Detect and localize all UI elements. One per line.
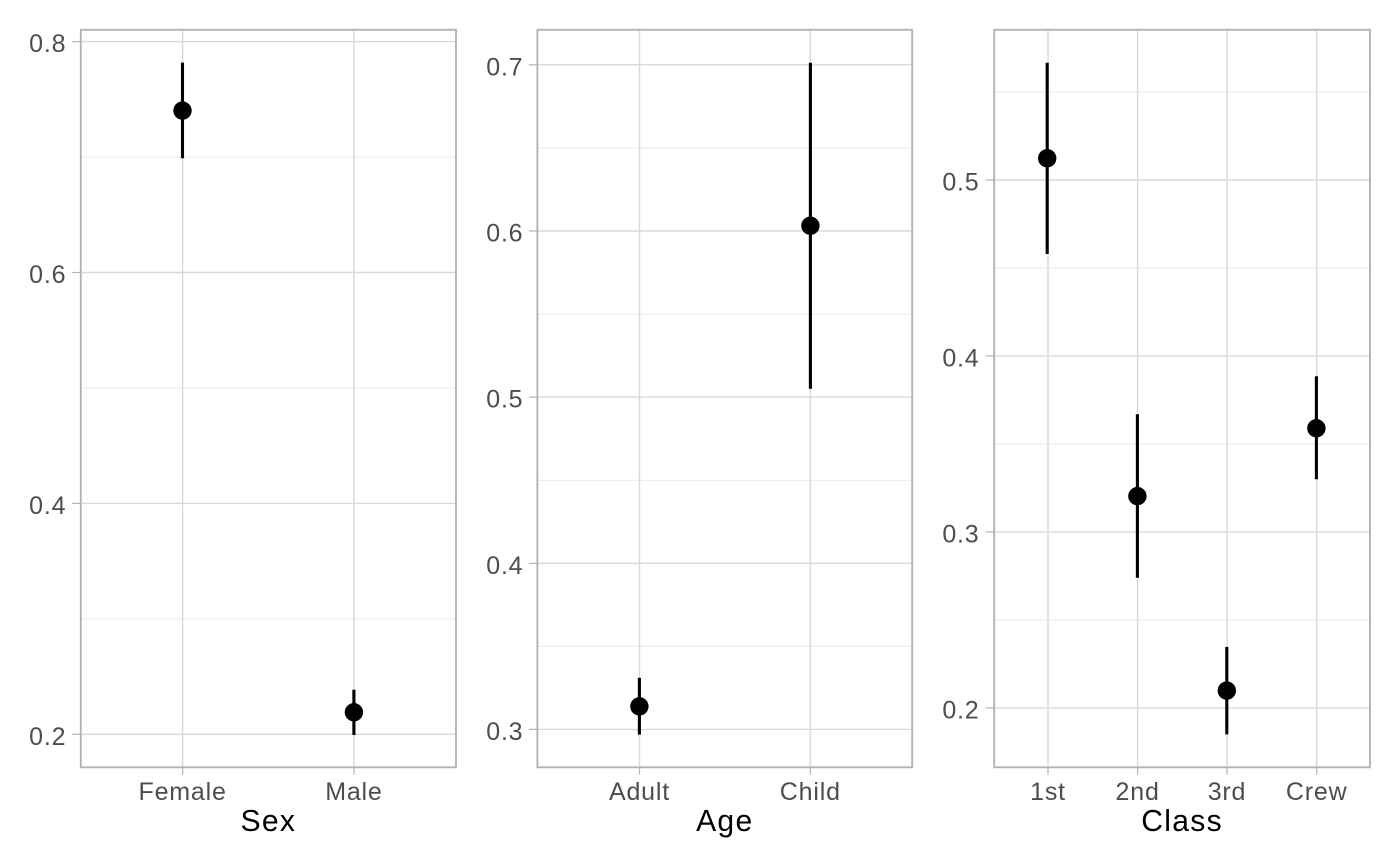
svg-text:2nd: 2nd (1116, 778, 1160, 806)
svg-text:0.2: 0.2 (942, 696, 979, 724)
svg-text:0.2: 0.2 (29, 723, 66, 751)
svg-text:0.6: 0.6 (29, 261, 66, 289)
svg-text:0.5: 0.5 (486, 386, 523, 414)
svg-text:Sex: Sex (241, 805, 297, 838)
svg-text:0.4: 0.4 (29, 492, 66, 520)
svg-text:Class: Class (1141, 805, 1223, 838)
svg-text:1st: 1st (1030, 778, 1066, 806)
svg-text:0.3: 0.3 (942, 520, 979, 548)
svg-text:0.4: 0.4 (942, 344, 979, 372)
svg-text:Age: Age (696, 805, 753, 838)
svg-text:Child: Child (780, 778, 841, 806)
svg-text:0.8: 0.8 (29, 30, 66, 58)
svg-text:Crew: Crew (1286, 778, 1348, 806)
svg-text:Male: Male (325, 778, 382, 806)
svg-text:3rd: 3rd (1208, 778, 1247, 806)
svg-text:0.4: 0.4 (486, 552, 523, 580)
svg-text:Female: Female (139, 778, 227, 806)
svg-text:0.3: 0.3 (486, 718, 523, 746)
svg-text:0.7: 0.7 (486, 53, 523, 81)
svg-text:0.5: 0.5 (942, 169, 979, 197)
svg-text:0.6: 0.6 (486, 220, 523, 248)
svg-text:Adult: Adult (609, 778, 670, 806)
